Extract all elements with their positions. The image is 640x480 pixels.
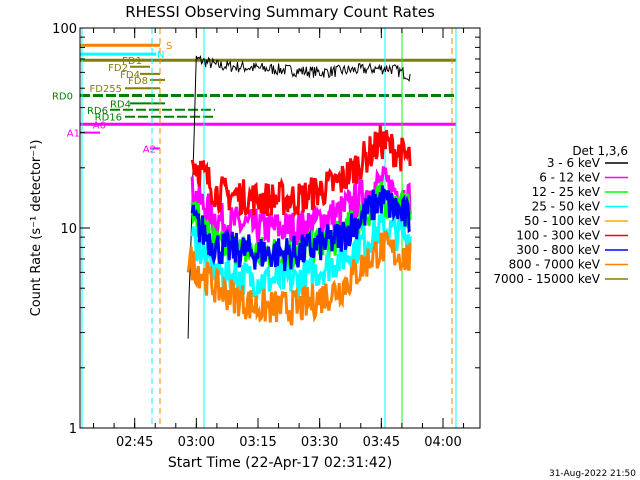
flag-label-rd4: RD4 (110, 99, 131, 110)
flag-label-fd1: FD1 (122, 56, 142, 67)
x-tick-label: 04:00 (424, 435, 461, 450)
x-tick-label: 03:45 (363, 435, 400, 450)
legend-label: 12 - 25 keV (532, 185, 601, 199)
flag-label-fd2: FD2 (108, 63, 128, 74)
series-line-0 (187, 55, 411, 339)
legend-label: 50 - 100 keV (524, 214, 601, 228)
legend-label: 3 - 6 keV (547, 156, 601, 170)
y-tick-label: 10 (60, 222, 77, 237)
series-line-7 (186, 230, 412, 326)
legend-label: 800 - 7000 keV (509, 258, 601, 272)
y-tick-label: 1 (69, 422, 77, 437)
flag-label-s: S (166, 41, 172, 52)
series-line-5 (190, 125, 412, 219)
x-axis-label: Start Time (22-Apr-17 02:31:42) (168, 455, 392, 471)
flag-label-rd6: RD6 (87, 106, 108, 117)
y-tick-label: 100 (52, 22, 77, 37)
flag-label-a0: A0 (93, 120, 106, 131)
footer-timestamp: 31-Aug-2022 21:50 (549, 469, 636, 479)
x-tick-label: 03:15 (239, 435, 276, 450)
flag-label-fd255: FD255 (89, 84, 122, 95)
flag-label-a2: A2 (143, 144, 156, 155)
legend-label: 100 - 300 keV (516, 229, 600, 243)
series-layer (186, 55, 412, 339)
flag-label-rd16: RD16 (95, 113, 122, 124)
series-line-3 (190, 212, 412, 300)
flag-label-fd8: FD8 (128, 76, 148, 87)
chart-title: RHESSI Observing Summary Count Rates (125, 3, 435, 21)
axes: 1 10 100 02:45 03:00 03:15 03:30 03:45 04:00 (52, 22, 481, 450)
legend-label: 300 - 800 keV (516, 243, 600, 257)
flag-label-n: N (157, 50, 164, 61)
series-line-6 (190, 185, 411, 272)
flag-label-fd4: FD4 (120, 70, 140, 81)
y-axis-label: Count Rate (s⁻¹ detector⁻¹) (29, 140, 44, 317)
legend-label: 25 - 50 keV (532, 200, 601, 214)
legend-title: Det 1,3,6 (572, 144, 628, 158)
x-tick-label: 03:30 (301, 435, 338, 450)
legend-label: 7000 - 15000 keV (493, 272, 600, 286)
flag-label-a1: A1 (67, 129, 80, 140)
flag-label-rd0: RD0 (52, 91, 73, 102)
x-tick-label: 03:00 (178, 435, 215, 450)
x-tick-label: 02:45 (116, 435, 153, 450)
legend-label: 6 - 12 keV (539, 171, 601, 185)
